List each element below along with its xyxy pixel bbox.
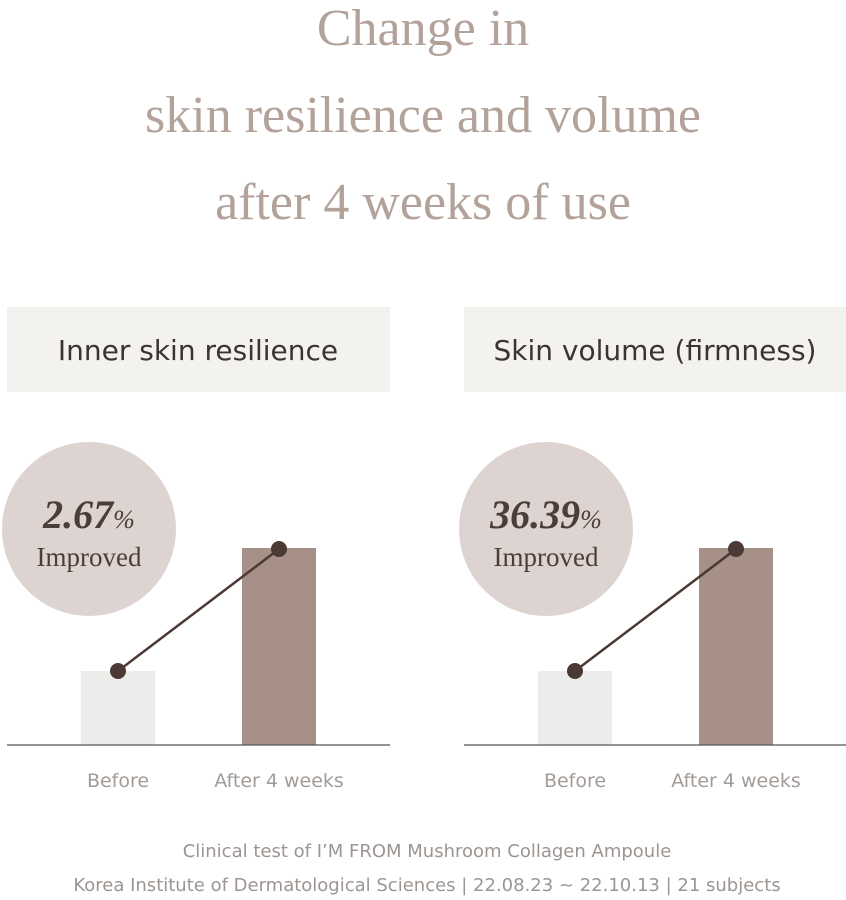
category-label: Before — [544, 770, 606, 792]
title-line: skin resilience and volume — [145, 87, 701, 144]
trend-dot — [728, 541, 744, 557]
badge — [459, 442, 633, 616]
category-label: Before — [87, 770, 149, 792]
bar-after — [242, 548, 316, 745]
value-number: 36.39 — [489, 492, 580, 537]
trend-dot — [110, 663, 126, 679]
improvement-caption: Improved — [494, 542, 599, 572]
value-number: 2.67 — [42, 492, 115, 537]
badge — [2, 442, 176, 616]
trend-line — [117, 548, 280, 672]
improvement-caption: Improved — [37, 542, 142, 572]
category-label: After 4 weeks — [214, 770, 344, 792]
trend-dot — [567, 663, 583, 679]
title-line: after 4 weeks of use — [215, 174, 631, 231]
footer-line: Korea Institute of Dermatological Scienc… — [73, 875, 780, 896]
bar-before — [81, 671, 155, 745]
value-unit: % — [113, 505, 135, 534]
title-line: Change in — [317, 0, 529, 57]
improvement-value: 2.67% — [42, 492, 135, 537]
panel-header-box — [464, 307, 846, 392]
trend-line — [574, 548, 737, 672]
footer-line: Clinical test of I’M FROM Mushroom Colla… — [183, 841, 672, 862]
improvement-value: 36.39% — [489, 492, 602, 537]
value-unit: % — [580, 505, 602, 534]
panel-heading: Skin volume (firmness) — [494, 334, 817, 367]
panel-heading: Inner skin resilience — [58, 334, 338, 367]
panel-header-box — [7, 307, 390, 392]
bar-after — [699, 548, 773, 745]
category-label: After 4 weeks — [671, 770, 801, 792]
bar-before — [538, 671, 612, 745]
trend-dot — [271, 541, 287, 557]
